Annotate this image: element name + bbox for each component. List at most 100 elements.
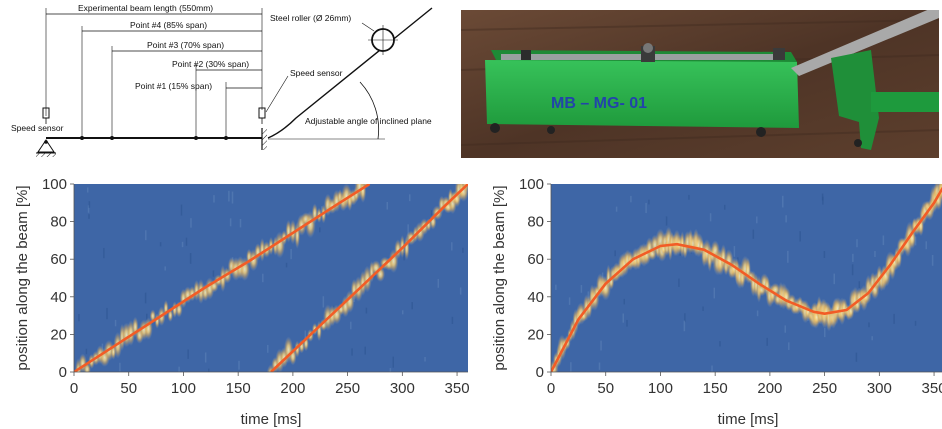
point2-label: Point #2 (30% span) (172, 59, 249, 69)
noise-streak (181, 241, 184, 248)
noise-streak (451, 242, 453, 251)
x-tick-label: 300 (390, 380, 415, 397)
x-tick-label: 50 (120, 380, 137, 397)
noise-streak (868, 322, 870, 328)
beam-diagram: Experimental beam length (550mm) Point #… (11, 3, 433, 157)
y-tick-label: 80 (50, 214, 67, 231)
incline-label: Adjustable angle of inclined plane (305, 116, 432, 126)
speed-sensor-left (42, 107, 50, 124)
noise-streak (683, 320, 686, 332)
noise-streak (85, 348, 88, 355)
noise-streak (630, 195, 632, 203)
noise-streak (304, 330, 307, 338)
plot-area (551, 184, 942, 372)
fitted-trajectory-0 (551, 186, 942, 372)
point1-label: Point #1 (15% span) (135, 81, 212, 91)
noise-streak (733, 246, 736, 257)
x-tick-label: 350 (922, 380, 942, 397)
noise-streak (178, 366, 180, 372)
device-base (485, 60, 799, 128)
noise-streak (851, 264, 854, 276)
pin-support (36, 139, 56, 157)
x-tick-label: 200 (757, 380, 782, 397)
noise-streak (823, 251, 826, 258)
noise-streak (580, 285, 583, 293)
noise-streak (189, 253, 192, 264)
noise-streak (719, 341, 721, 347)
noise-streak (386, 201, 389, 210)
noise-streak (931, 254, 934, 266)
noise-streak (145, 230, 147, 241)
noise-streak (319, 227, 321, 233)
noise-streak (614, 250, 616, 257)
chart-left: 0 50 100 150 200 250 300 350 0 20 40 60 80 100 time [m… (14, 176, 470, 428)
noise-streak (688, 194, 690, 200)
noise-streak (185, 237, 188, 246)
fixed-support (261, 128, 267, 150)
noise-streak (365, 307, 368, 314)
noise-streak (752, 229, 755, 239)
noise-streak (711, 365, 713, 372)
noise-streak (228, 190, 230, 202)
noise-streak (756, 216, 758, 224)
y-axis-label: position along the beam [%] (14, 185, 31, 370)
speed-sensor-right (258, 107, 266, 124)
noise-streak (787, 250, 789, 263)
noise-streak (389, 368, 392, 372)
noise-streak (678, 278, 680, 287)
y-tick-label: 100 (42, 176, 67, 193)
noise-streak (665, 216, 668, 226)
noise-streak (87, 205, 90, 213)
noise-streak (600, 340, 602, 351)
noise-streak (893, 313, 895, 324)
noise-streak (106, 307, 108, 320)
point4-label: Point #4 (85% span) (130, 20, 207, 30)
y-tick-label: 20 (527, 326, 544, 343)
noise-streak (874, 251, 876, 257)
noise-streak (408, 194, 411, 202)
fitted-trajectory-1 (270, 184, 468, 372)
noise-streak (858, 281, 861, 289)
noise-streak (623, 298, 626, 305)
x-tick-label: 250 (812, 380, 837, 397)
y-tick-label: 100 (519, 176, 544, 193)
noise-streak (766, 337, 768, 346)
noise-streak (925, 241, 928, 250)
y-tick-label: 40 (50, 289, 67, 306)
plot-area (74, 184, 468, 372)
noise-streak (709, 213, 712, 222)
noise-streak (103, 247, 105, 259)
x-tick-label: 300 (867, 380, 892, 397)
noise-streak (424, 356, 426, 362)
noise-streak (823, 328, 826, 338)
speed-sensor-left-label: Speed sensor (11, 123, 64, 133)
noise-streak (615, 206, 618, 212)
noise-streak (144, 292, 147, 304)
inclined-arm (791, 10, 939, 76)
y-tick-label: 80 (527, 214, 544, 231)
y-tick-label: 60 (50, 251, 67, 268)
noise-streak (364, 346, 366, 355)
beam-length-label: Experimental beam length (550mm) (78, 3, 213, 13)
noise-streak (822, 196, 824, 205)
noise-streak (180, 204, 183, 216)
noise-streak (784, 325, 787, 333)
x-tick-label: 50 (597, 380, 614, 397)
noise-streak (645, 202, 647, 214)
noise-streak (239, 218, 242, 228)
noise-streak (114, 319, 117, 327)
noise-streak (856, 239, 858, 248)
noise-streak (568, 297, 571, 305)
x-tick-label: 100 (171, 380, 196, 397)
noise-streak (351, 348, 353, 356)
noise-streak (164, 266, 166, 271)
noise-streak (626, 319, 628, 327)
device-label: MB – MG- 01 (551, 95, 647, 112)
noise-streak (622, 313, 625, 323)
noise-streak (212, 270, 215, 277)
y-tick-label: 60 (527, 251, 544, 268)
noise-streak (285, 262, 288, 268)
speed-sensor-right-label: Speed sensor (290, 68, 343, 78)
noise-streak (350, 321, 352, 330)
noise-streak (262, 273, 264, 283)
